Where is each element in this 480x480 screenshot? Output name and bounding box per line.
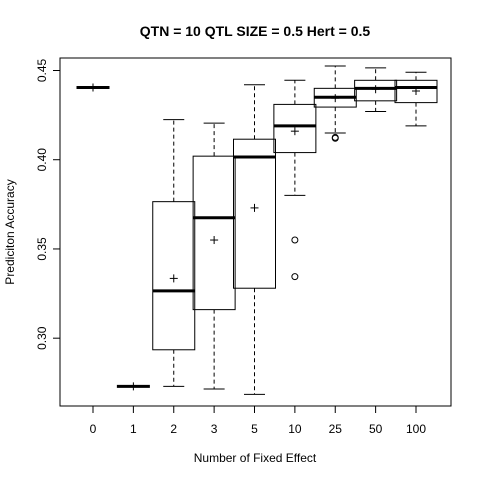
box-0 bbox=[76, 83, 110, 92]
y-axis-label: Prediciton Accuracy bbox=[3, 179, 17, 284]
box-100 bbox=[394, 71, 438, 127]
y-tick-label: 0.45 bbox=[35, 58, 49, 82]
outlier-point bbox=[331, 134, 339, 142]
box-50 bbox=[354, 67, 398, 113]
box-10 bbox=[273, 79, 317, 281]
iqr-box bbox=[354, 79, 398, 102]
box-5 bbox=[233, 84, 276, 395]
x-tick-label: 50 bbox=[369, 422, 383, 436]
iqr-box bbox=[192, 155, 236, 311]
outlier-point bbox=[291, 273, 299, 281]
iqr-box bbox=[152, 201, 196, 351]
x-tick-label: 0 bbox=[90, 422, 97, 436]
y-tick-label: 0.35 bbox=[35, 237, 49, 261]
box-1 bbox=[116, 382, 150, 391]
x-tick-label: 25 bbox=[329, 422, 343, 436]
y-tick-label: 0.30 bbox=[35, 326, 49, 350]
chart-title: QTN = 10 QTL SIZE = 0.5 Hert = 0.5 bbox=[140, 23, 371, 39]
x-axis: 0 1 2 3 5 10 25 50 100 bbox=[90, 405, 426, 436]
x-axis-label: Number of Fixed Effect bbox=[194, 451, 317, 465]
x-tick-label: 5 bbox=[251, 422, 258, 436]
box-2 bbox=[152, 119, 196, 387]
box-25 bbox=[313, 65, 357, 142]
box-group bbox=[76, 65, 438, 395]
iqr-box bbox=[394, 79, 438, 104]
y-axis: 0.30 0.35 0.40 0.45 bbox=[35, 58, 61, 350]
y-tick-label: 0.40 bbox=[35, 148, 49, 172]
x-tick-label: 10 bbox=[288, 422, 302, 436]
iqr-box bbox=[273, 103, 317, 154]
x-tick-label: 3 bbox=[211, 422, 218, 436]
iqr-box bbox=[233, 138, 276, 289]
plot-area-frame bbox=[59, 57, 452, 407]
x-tick-label: 100 bbox=[406, 422, 426, 436]
outlier-point bbox=[291, 236, 299, 244]
box-3 bbox=[192, 122, 236, 390]
x-tick-label: 2 bbox=[170, 422, 177, 436]
x-tick-label: 1 bbox=[130, 422, 137, 436]
